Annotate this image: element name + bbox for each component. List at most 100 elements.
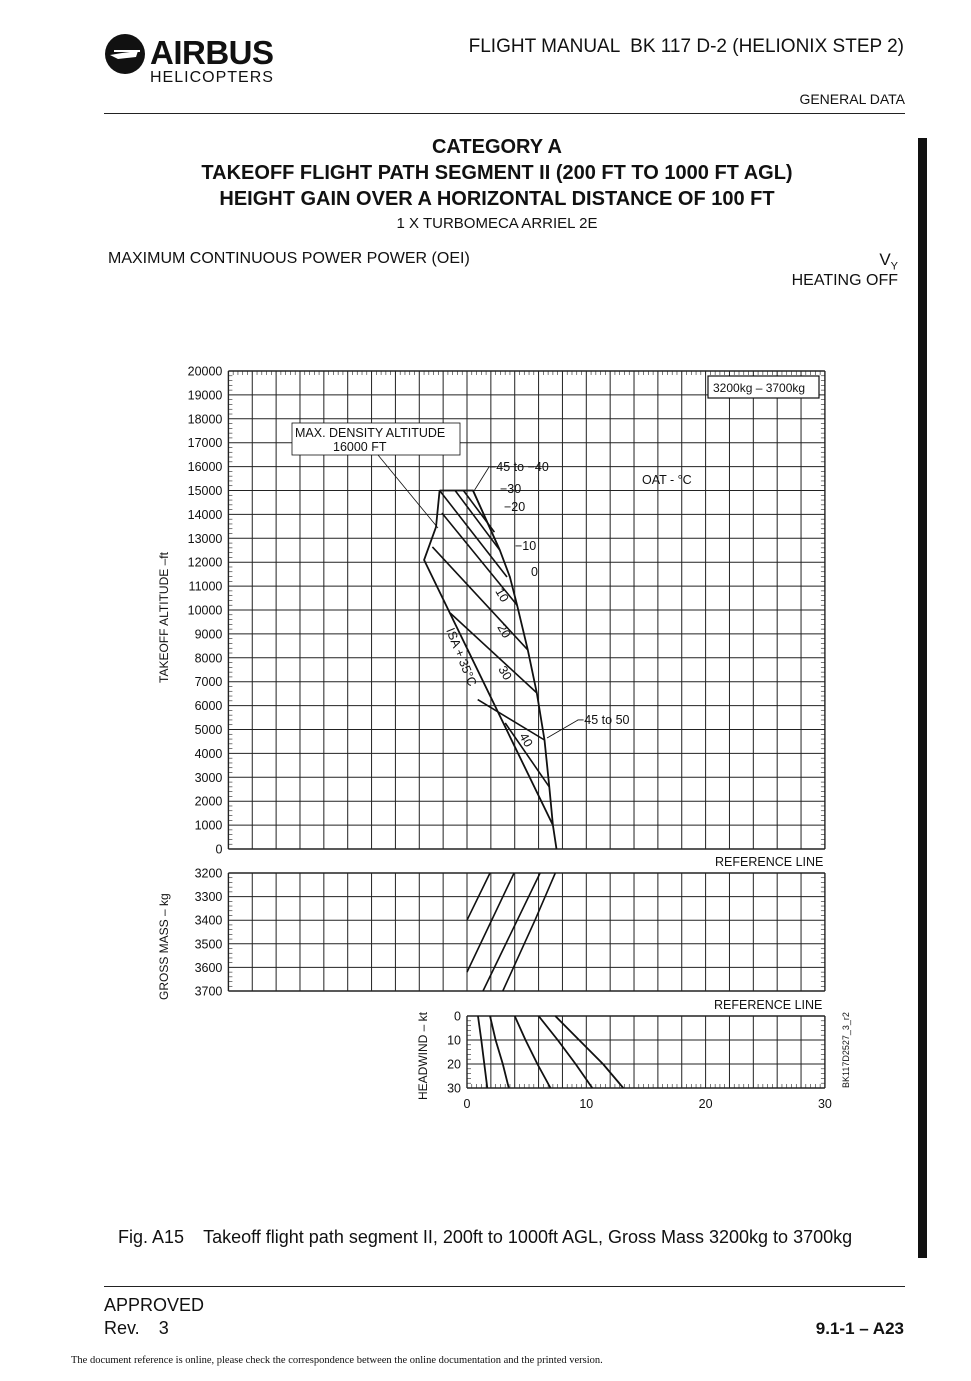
headwind-tick-label: 10 (447, 1034, 461, 1048)
altitude-tick-label: 11000 (189, 580, 223, 594)
headwind-guide-line-2 (513, 1015, 552, 1089)
gross_mass-tick-label: 3600 (195, 961, 223, 975)
gross_mass-tick-label: 3300 (195, 890, 223, 904)
logo-sub: HELICOPTERS (150, 69, 274, 86)
header-divider (104, 113, 905, 114)
altitude-tick-label: 16000 (188, 460, 223, 474)
logo-brand: AIRBUS (150, 34, 274, 71)
chart-grid (227, 370, 826, 1089)
helicopter-logo-icon (105, 34, 145, 74)
revision: Rev. 3 (104, 1318, 169, 1339)
oat-label-m45-50: −45 to 50 (577, 713, 630, 727)
altitude-tick-label: 14000 (188, 508, 223, 522)
altitude-tick-label: 7000 (195, 675, 223, 689)
figure-title-3: HEIGHT GAIN OVER A HORIZONTAL DISTANCE O… (219, 188, 775, 210)
altitude-tick-label: 13000 (188, 532, 223, 546)
x-tick-label: 30 (818, 1097, 832, 1111)
oat-line-1 (462, 490, 496, 533)
speed-v: V (879, 250, 891, 269)
headwind-tick-label: 30 (447, 1082, 461, 1096)
engine-label: 1 X TURBOMECA ARRIEL 2E (396, 215, 598, 232)
altitude-tick-label: 17000 (188, 436, 223, 450)
altitude-tick-label: 10000 (188, 604, 223, 618)
altitude-tick-label: 9000 (195, 627, 223, 641)
altitude-tick-label: 2000 (195, 795, 223, 809)
heating-label: HEATING OFF (791, 272, 898, 289)
disclaimer: The document reference is online, please… (71, 1355, 603, 1366)
chart-ticks: 0100020003000400050006000700080009000100… (188, 365, 832, 1112)
altitude-tick-label: 4000 (195, 747, 223, 761)
max-density-label-1: MAX. DENSITY ALTITUDE (295, 426, 445, 440)
x-tick-label: 20 (699, 1097, 713, 1111)
oat-label: OAT - °C (642, 473, 692, 487)
altitude-tick-label: 0 (215, 843, 222, 857)
headwind-axis-label: HEADWIND – kt (416, 1011, 430, 1100)
max-density-label-2: 16000 FT (333, 440, 387, 454)
oat-line-3 (438, 490, 508, 578)
oat-line-2 (454, 490, 501, 551)
oat-line-7 (477, 698, 545, 741)
altitude-tick-label: 8000 (195, 651, 223, 665)
oat-line-4 (441, 512, 518, 606)
altitude-tick-label: 6000 (195, 699, 223, 713)
oat-label-m30: −30 (500, 482, 521, 496)
mass-guide-line-2 (482, 872, 541, 992)
mass-range-box (707, 375, 820, 399)
altitude-tick-label: 5000 (195, 723, 223, 737)
headwind-guide-line-3 (537, 1015, 594, 1089)
oat-leader-m45-m40 (473, 466, 490, 492)
mass-guide-line-1 (466, 872, 515, 973)
oat-line-5 (431, 546, 529, 651)
oat-label-m20: −20 (504, 500, 525, 514)
altitude-tick-label: 15000 (188, 484, 223, 498)
oat-line-6 (449, 612, 538, 694)
altitude-axis-label: TAKEOFF ALTITUDE –ft (157, 551, 171, 683)
section-name: GENERAL DATA (799, 91, 905, 107)
manual-title: FLIGHT MANUAL BK 117 D-2 (HELIONIX STEP … (468, 36, 904, 57)
power-label: MAXIMUM CONTINUOUS POWER POWER (OEI) (108, 250, 470, 267)
altitude-tick-label: 12000 (188, 556, 223, 570)
figure-caption: Fig. A15 Takeoff flight path segment II,… (118, 1227, 852, 1248)
speed-label: VY (879, 250, 898, 272)
mass-guide-line-3 (502, 872, 557, 992)
oat-label-30: 30 (495, 664, 514, 683)
mass-range-label: 3200kg – 3700kg (713, 381, 805, 395)
oat-label-10: 10 (492, 586, 511, 605)
oat-label-m10: −10 (515, 539, 536, 553)
altitude-tick-label: 19000 (188, 388, 223, 402)
x-tick-label: 0 (464, 1097, 471, 1111)
altitude-tick-label: 18000 (188, 412, 223, 426)
figure-title-2: TAKEOFF FLIGHT PATH SEGMENT II (200 FT T… (201, 162, 793, 184)
oat-leader-m45-50 (546, 719, 579, 739)
gross_mass-tick-label: 3700 (195, 985, 223, 999)
caption-text: Takeoff flight path segment II, 200ft to… (203, 1227, 853, 1247)
headwind-guide-line-4 (554, 1015, 624, 1089)
headwind-tick-label: 20 (447, 1058, 461, 1072)
altitude-tick-label: 1000 (195, 819, 223, 833)
max-density-box (291, 422, 461, 456)
speed-sub: Y (890, 260, 898, 273)
oat-line-8 (504, 722, 550, 788)
oat-label-20: 20 (494, 622, 513, 641)
oat-label-m45-m40: −45 to −40 (489, 460, 549, 474)
airbus-logo: AIRBUS HELICOPTERS (104, 33, 289, 88)
headwind-tick-label: 0 (454, 1010, 461, 1024)
x-tick-label: 10 (579, 1097, 593, 1111)
max-density-leader (377, 454, 439, 529)
change-bar (918, 138, 927, 1258)
footer-divider (104, 1286, 905, 1287)
headwind-guide-line-0 (477, 1015, 489, 1089)
altitude-tick-label: 3000 (195, 771, 223, 785)
page-reference: 9.1-1 – A23 (815, 1319, 904, 1338)
revision-number: 3 (158, 1318, 169, 1338)
gross_mass-tick-label: 3400 (195, 914, 223, 928)
chart-marks (423, 489, 624, 1089)
mass-axis-label: GROSS MASS – kg (157, 893, 171, 1000)
envelope-boundary (423, 489, 558, 850)
gross_mass-tick-label: 3200 (195, 867, 223, 881)
oat-label-40: 40 (516, 731, 535, 750)
headwind-guide-line-1 (489, 1015, 510, 1089)
figure-title-1: CATEGORY A (431, 136, 562, 158)
mass-reference-line-label: REFERENCE LINE (715, 855, 823, 869)
